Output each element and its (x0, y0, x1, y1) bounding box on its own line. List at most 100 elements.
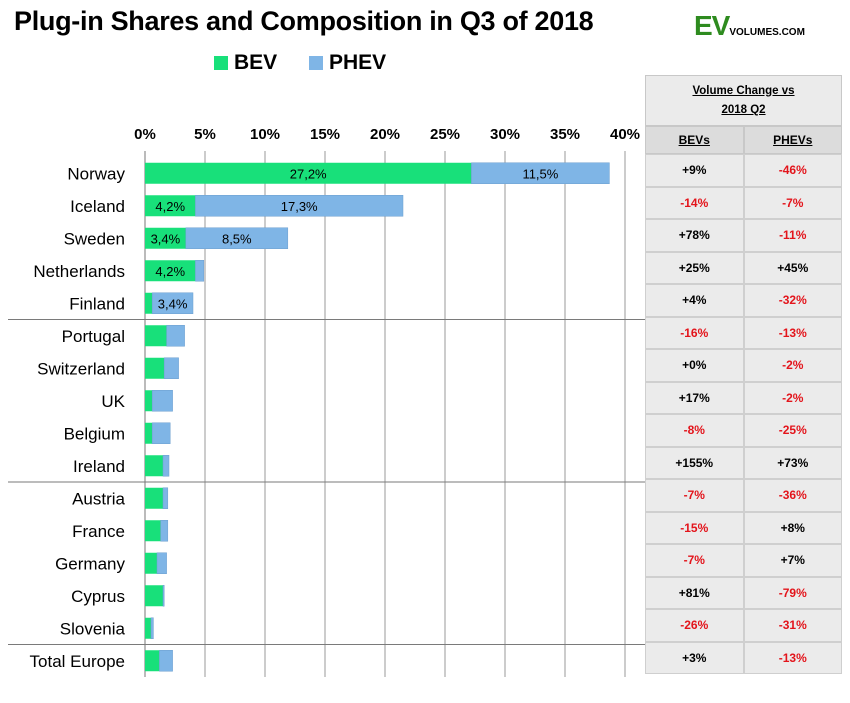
table-row: -15% +8% (645, 511, 842, 544)
table-row: +9% -46% (645, 154, 842, 187)
table-row: -16% -13% (645, 316, 842, 349)
bev-change-cell: -16% (645, 316, 744, 349)
x-tick-label: 35% (550, 126, 580, 143)
bev-change-cell: +9% (645, 154, 744, 187)
phev-change-cell: -13% (743, 641, 842, 674)
category-label: Germany (55, 554, 125, 573)
bev-change-cell: -8% (645, 414, 744, 447)
legend-phev-swatch (309, 56, 323, 70)
bev-bar (145, 455, 163, 477)
category-label: Netherlands (33, 262, 125, 281)
phev-data-label: 8,5% (222, 231, 252, 246)
category-label: Norway (67, 164, 125, 183)
bev-bar (145, 422, 153, 444)
category-label: Total Europe (30, 652, 125, 671)
phev-bar (151, 390, 173, 412)
bev-bar (145, 357, 165, 379)
phev-change-cell: +8% (743, 511, 842, 544)
legend-bev-label: BEV (234, 51, 278, 74)
phev-data-label: 11,5% (522, 166, 558, 181)
table-row: +155% +73% (645, 446, 842, 479)
phev-change-cell: +45% (743, 251, 842, 284)
phev-bar (160, 520, 169, 542)
bev-change-cell: +78% (645, 219, 744, 252)
phev-bar (151, 422, 171, 444)
phev-bar (471, 162, 610, 184)
bev-bar (145, 650, 160, 672)
volume-change-table: Volume Change vs 2018 Q2 BEVs PHEVs +9% -… (645, 75, 842, 674)
table-row: +3% -13% (645, 641, 842, 674)
table-row: -14% -7% (645, 186, 842, 219)
logo-volumes-text: VOLUMES.COM (729, 27, 805, 38)
phev-data-label: 17,3% (281, 199, 318, 214)
legend-phev: PHEV (309, 51, 386, 75)
bev-change-cell: +4% (645, 284, 744, 317)
bev-change-cell: +3% (645, 641, 744, 674)
category-label: Ireland (73, 457, 125, 476)
column-header-phevs: PHEVs (743, 126, 842, 154)
category-label: Portugal (62, 327, 125, 346)
phev-change-cell: -46% (743, 154, 842, 187)
table-row: +4% -32% (645, 284, 842, 317)
bev-data-label: 4,2% (155, 264, 185, 279)
table-header-text: Volume Change vs 2018 Q2 (692, 84, 795, 116)
x-tick-label: 5% (194, 126, 216, 143)
bev-bar (145, 292, 153, 314)
phev-change-cell: -2% (743, 381, 842, 414)
table-row: +25% +45% (645, 251, 842, 284)
phev-bar (151, 292, 194, 314)
phev-change-cell: -36% (743, 479, 842, 512)
x-tick-label: 40% (610, 126, 640, 143)
table-header: Volume Change vs 2018 Q2 (645, 75, 842, 126)
x-tick-label: 0% (134, 126, 156, 143)
bev-data-label: 3,4% (151, 231, 181, 246)
category-label: Cyprus (71, 587, 125, 606)
bev-change-cell: -7% (645, 479, 744, 512)
x-tick-label: 20% (370, 126, 400, 143)
phev-bar (156, 552, 167, 574)
category-label: Slovenia (60, 619, 126, 638)
phev-change-cell: -32% (743, 284, 842, 317)
bev-change-cell: +25% (645, 251, 744, 284)
bev-bar (145, 390, 153, 412)
category-label: Sweden (64, 229, 125, 248)
bev-bar (145, 195, 196, 217)
phev-bar (185, 227, 289, 249)
table-row: +17% -2% (645, 381, 842, 414)
x-tick-label: 30% (490, 126, 520, 143)
bev-bar (145, 162, 472, 184)
chart-title: Plug-in Shares and Composition in Q3 of … (14, 6, 594, 36)
phev-change-cell: -2% (743, 349, 842, 382)
phev-data-label: 3,4% (158, 296, 188, 311)
evvolumes-logo: EVVOLUMES.COM (694, 10, 805, 42)
phev-bar (195, 195, 404, 217)
table-body: +9% -46% -14% -7% +78% -11% +25% +45% +4% -32% -16… (645, 154, 842, 674)
bev-bar (145, 552, 157, 574)
bev-bar (145, 585, 163, 607)
legend-bev: BEV (214, 51, 277, 75)
phev-change-cell: -13% (743, 316, 842, 349)
bev-bar (145, 487, 163, 509)
bev-change-cell: -15% (645, 511, 744, 544)
bev-data-label: 4,2% (155, 199, 185, 214)
phev-bar (195, 260, 205, 282)
category-label: Switzerland (37, 359, 125, 378)
table-row: -7% -36% (645, 479, 842, 512)
legend-bev-swatch (214, 56, 228, 70)
table-row: -7% +7% (645, 544, 842, 577)
table-row: +78% -11% (645, 219, 842, 252)
bev-change-cell: -14% (645, 186, 744, 219)
phev-bar (162, 455, 170, 477)
bev-bar (145, 325, 167, 347)
phev-change-cell: +7% (743, 544, 842, 577)
x-tick-label: 10% (250, 126, 280, 143)
logo-ev-text: EV (694, 10, 730, 41)
table-row: +81% -79% (645, 576, 842, 609)
column-header-bevs: BEVs (645, 126, 744, 154)
category-label: UK (101, 392, 125, 411)
phev-change-cell: -11% (743, 219, 842, 252)
bar-chart: 0% 5% 10% 15% 20% 25% 30% 35% 40% Norway 27,2% 11,5… (8, 126, 645, 677)
bev-data-label: 27,2% (290, 166, 327, 181)
bev-change-cell: +0% (645, 349, 744, 382)
phev-bar (162, 487, 169, 509)
